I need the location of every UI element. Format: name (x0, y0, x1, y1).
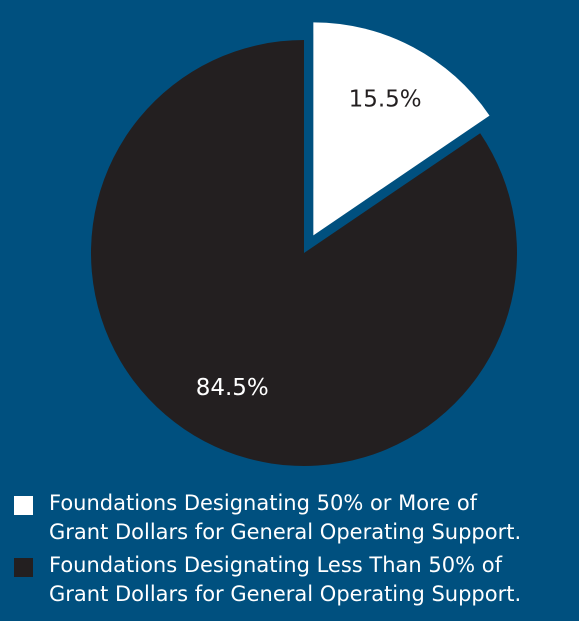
pie-slice-label-2: 84.5% (196, 375, 269, 401)
legend-item-first: Foundations Designating 50% or More of G… (14, 489, 574, 547)
pie-slice-1 (313, 22, 490, 236)
pie-slices (90, 22, 518, 467)
legend-swatch-first (14, 496, 33, 515)
legend-swatch-second (14, 558, 33, 577)
legend-item-second: Foundations Designating Less Than 50% of… (14, 551, 574, 609)
pie-slice-2 (90, 40, 518, 467)
chart-legend: Foundations Designating 50% or More of G… (14, 489, 574, 613)
legend-label-second: Foundations Designating Less Than 50% of… (49, 553, 522, 606)
pie-slice-labels: 15.5% 84.5% (196, 86, 422, 401)
legend-label-first: Foundations Designating 50% or More of G… (49, 491, 522, 544)
pie-chart: 15.5% 84.5% (90, 22, 518, 467)
pie-slice-label-1: 15.5% (349, 86, 422, 112)
